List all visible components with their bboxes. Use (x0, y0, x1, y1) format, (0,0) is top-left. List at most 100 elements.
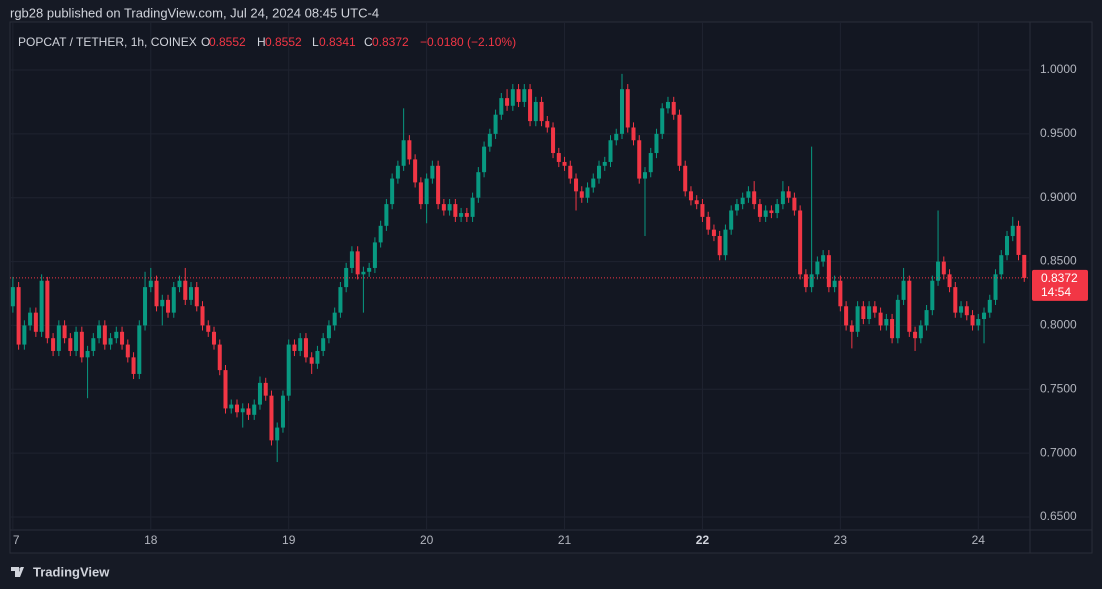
candle-body (160, 299, 165, 307)
candle-body (688, 191, 693, 201)
candle-body (551, 127, 556, 154)
x-tick-label: 23 (834, 533, 848, 547)
candle-body (677, 114, 682, 166)
candle-body (832, 280, 837, 288)
candle-body (579, 191, 584, 198)
candle-body (45, 280, 50, 339)
candle-body (487, 133, 492, 147)
countdown: 14:54 (1041, 285, 1071, 299)
candle-body (775, 204, 780, 214)
logo: TradingView (11, 564, 110, 579)
x-tick-label: 21 (558, 533, 572, 547)
candle-body (453, 204, 458, 217)
candle-body (85, 350, 90, 358)
candle-body (637, 140, 642, 179)
candle-body (936, 261, 941, 281)
candle-body (648, 153, 653, 173)
candle-body (395, 165, 400, 179)
candle-body (568, 165, 573, 179)
candle-body (539, 101, 544, 122)
candle-body (614, 133, 619, 141)
candle-body (183, 280, 188, 300)
y-tick-label: 0.8000 (1040, 318, 1077, 332)
y-tick-label: 1.0000 (1040, 62, 1077, 76)
candle-body (516, 89, 521, 102)
candle-body (315, 350, 320, 364)
candle-body (79, 331, 84, 358)
y-tick-label: 0.7000 (1040, 445, 1077, 459)
candle-body (838, 280, 843, 307)
x-tick-label: 22 (696, 533, 710, 547)
candle-body (654, 133, 659, 154)
candle-body (505, 98, 510, 106)
candle-body (200, 306, 205, 326)
candle-body (418, 182, 423, 205)
candle-body (982, 312, 987, 320)
footer: TradingView (33, 564, 110, 579)
candle-body (470, 197, 475, 217)
candle-body (68, 338, 73, 351)
candle-body (1022, 254, 1027, 278)
candle-body (890, 319, 895, 339)
candle-body (211, 331, 217, 345)
candle-body (137, 325, 142, 374)
candle-body (257, 382, 262, 405)
candle-body (22, 325, 27, 345)
candle-body (148, 280, 153, 288)
candle-body (131, 357, 136, 374)
x-tick-label: 24 (972, 533, 986, 547)
candle-body (930, 280, 935, 311)
candle-body (252, 404, 257, 415)
candle-body (1010, 225, 1015, 237)
candle-body (528, 89, 533, 122)
candle-body (338, 287, 343, 313)
candle-body (740, 197, 745, 205)
candle-body (476, 172, 481, 198)
candle-body (482, 146, 487, 173)
candle-body (367, 267, 372, 272)
candle-body (143, 287, 148, 326)
candle-body (619, 89, 625, 134)
candle-body (424, 178, 429, 205)
change: −0.0180 (−2.10%) (420, 35, 516, 49)
candles (10, 73, 1027, 463)
ohlc-value: 0.8372 (372, 35, 409, 49)
candle-body (545, 121, 550, 128)
candle-body (694, 200, 699, 205)
candle-body (901, 280, 906, 300)
ohlc-letter: C (364, 35, 373, 49)
candle-body (895, 299, 900, 339)
candle-body (229, 404, 234, 409)
candle-body (700, 204, 705, 217)
candle-body (763, 210, 768, 217)
candle-body (292, 344, 297, 351)
candle-body (177, 280, 182, 288)
candle-body (855, 306, 860, 332)
candle-body (166, 299, 171, 313)
candle-body (792, 197, 797, 211)
candle-body (918, 325, 923, 339)
y-tick-label: 0.8500 (1040, 254, 1077, 268)
candle-body (332, 312, 337, 326)
x-tick-label: 18 (144, 533, 158, 547)
candle-body (964, 306, 969, 316)
candle-body (108, 338, 113, 345)
candle-body (171, 287, 176, 313)
candle-body (849, 325, 854, 332)
candle-body (401, 140, 406, 166)
candle-body (734, 204, 739, 211)
ohlc-value: 0.8552 (265, 35, 302, 49)
candle-body (746, 191, 751, 198)
candle-body (717, 236, 722, 256)
candle-body (987, 299, 992, 313)
candle-body (844, 306, 849, 326)
candle-body (349, 251, 354, 268)
candle-body (803, 274, 808, 288)
y-tick-label: 0.9000 (1040, 190, 1077, 204)
candle-body (10, 287, 15, 307)
candle-body (878, 312, 883, 326)
candle-body (378, 225, 383, 243)
candle-body (1016, 225, 1021, 255)
candle-body (91, 338, 96, 351)
candle-body (16, 287, 21, 345)
